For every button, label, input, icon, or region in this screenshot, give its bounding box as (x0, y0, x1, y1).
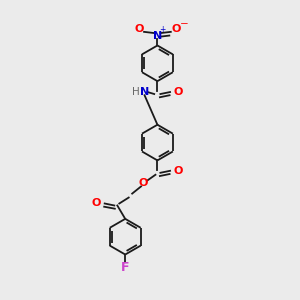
Text: O: O (92, 199, 101, 208)
Text: O: O (172, 24, 181, 34)
Text: N: N (140, 86, 149, 97)
Text: O: O (174, 87, 183, 97)
Text: O: O (135, 24, 144, 34)
Text: H: H (132, 86, 140, 97)
Text: F: F (121, 261, 130, 274)
Text: N: N (153, 31, 162, 41)
Text: −: − (180, 19, 189, 29)
Text: +: + (160, 25, 166, 34)
Text: O: O (139, 178, 148, 188)
Text: O: O (174, 166, 183, 176)
